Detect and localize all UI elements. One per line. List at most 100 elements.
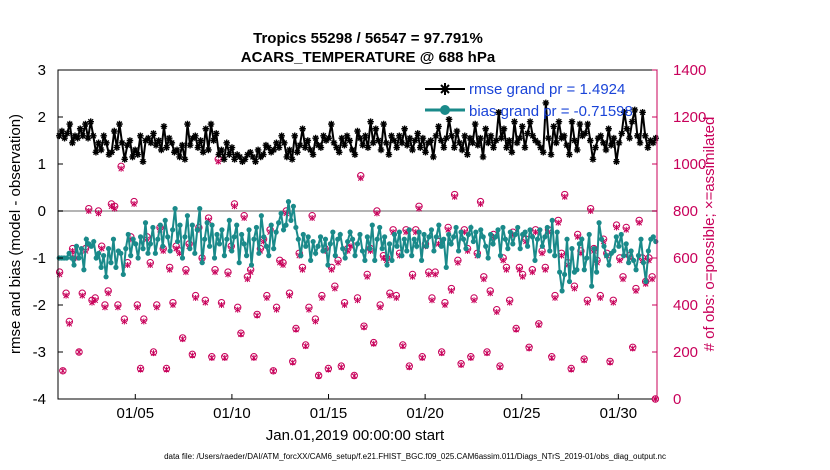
rmse-point — [291, 132, 299, 140]
assimilated-point — [610, 299, 617, 306]
assimilated-point — [636, 219, 643, 226]
y-axis-label: rmse and bias (model - observation) — [7, 114, 24, 354]
rmse-point — [105, 151, 113, 158]
bias-point — [386, 241, 393, 247]
rmse-point — [610, 134, 618, 142]
assimilated-point — [597, 294, 604, 301]
bias-point — [118, 250, 124, 256]
rmse-point — [644, 144, 652, 151]
bias-point — [606, 262, 612, 268]
assimilated-point — [442, 302, 448, 308]
assimilated-point — [163, 366, 170, 373]
rmse-point — [521, 144, 529, 151]
assimilated-point — [438, 350, 445, 357]
bias-point — [266, 253, 272, 259]
rmse-point — [249, 153, 257, 161]
y2-tick-label: 1000 — [673, 156, 706, 173]
rmse-point — [639, 109, 646, 116]
rmse-point — [597, 132, 605, 140]
bias-point — [369, 222, 375, 228]
bias-point — [81, 267, 87, 273]
assimilated-point — [393, 294, 400, 301]
rmse-point — [453, 127, 461, 135]
bias-point — [167, 248, 173, 254]
assimilated-point — [331, 285, 338, 292]
assimilated-point — [115, 304, 121, 311]
bias-point — [428, 227, 435, 233]
rmse-point — [301, 144, 309, 151]
rmse-point — [641, 132, 649, 140]
assimilated-point — [487, 290, 494, 297]
bias-point — [505, 246, 511, 252]
bias-point — [391, 231, 398, 238]
bias-point — [105, 246, 112, 252]
bias-point — [308, 257, 314, 263]
rmse-point — [621, 109, 628, 116]
assimilated-point — [419, 354, 426, 361]
rmse-point — [382, 139, 390, 147]
bias-point — [423, 243, 430, 249]
assimilated-point — [416, 205, 422, 212]
bias-point — [273, 229, 279, 235]
assimilated-point — [552, 294, 558, 301]
legend: rmse grand pr = 1.4924 bias grand pr = -… — [425, 81, 633, 120]
assimilated-point — [629, 345, 636, 352]
rmse-point — [254, 146, 262, 154]
bias-point — [157, 222, 163, 228]
bias-point — [374, 236, 380, 242]
assimilated-point — [477, 200, 484, 207]
x-tick-label: 01/20 — [406, 405, 444, 422]
rmse-point — [118, 139, 126, 147]
y2-tick-label: 800 — [673, 203, 698, 220]
bias-point — [243, 253, 250, 259]
rmse-point — [586, 137, 594, 144]
rmse-point — [615, 139, 623, 147]
rmse-point — [210, 137, 217, 144]
x-tick-label: 01/30 — [600, 405, 638, 422]
bias-point — [596, 220, 602, 226]
bias-point — [130, 236, 136, 242]
bias-point — [446, 231, 452, 238]
bias-point — [140, 246, 146, 252]
bias-point — [258, 213, 264, 219]
assimilated-point — [89, 299, 95, 306]
bias-point — [101, 253, 107, 259]
assimilated-point — [192, 294, 199, 301]
rmse-point — [401, 125, 408, 133]
rmse-point — [223, 139, 231, 147]
bias-point — [441, 236, 447, 242]
bias-point — [78, 246, 85, 252]
rmse-point — [205, 146, 212, 154]
bias-point — [179, 255, 186, 261]
rmse-point — [181, 156, 189, 163]
bias-point — [162, 217, 168, 223]
rmse-point — [581, 130, 589, 137]
rmse-point — [134, 151, 142, 158]
bias-point — [542, 234, 548, 240]
assimilated-point — [147, 262, 154, 269]
rmse-point — [464, 151, 471, 158]
bias-point — [443, 264, 449, 270]
bias-point — [305, 234, 311, 240]
bias-point — [248, 262, 255, 268]
bias-point — [98, 264, 104, 270]
bias-point — [229, 248, 235, 254]
bias-point — [406, 227, 412, 233]
rmse-point — [602, 146, 610, 154]
assimilated-point — [170, 302, 176, 308]
rmse-point — [477, 134, 484, 142]
rmse-point — [471, 120, 479, 128]
bias-point — [239, 231, 245, 238]
rmse-point — [116, 120, 123, 128]
assimilated-point — [361, 324, 367, 331]
bias-point — [120, 271, 126, 278]
rmse-point — [307, 146, 314, 154]
y2-tick-label: 1200 — [673, 109, 706, 126]
assimilated-point — [131, 200, 137, 207]
bias-point — [539, 243, 545, 249]
rmse-point — [547, 151, 555, 158]
assimilated-point — [374, 210, 380, 217]
bias-point — [611, 248, 617, 254]
assimilated-point — [351, 372, 358, 379]
